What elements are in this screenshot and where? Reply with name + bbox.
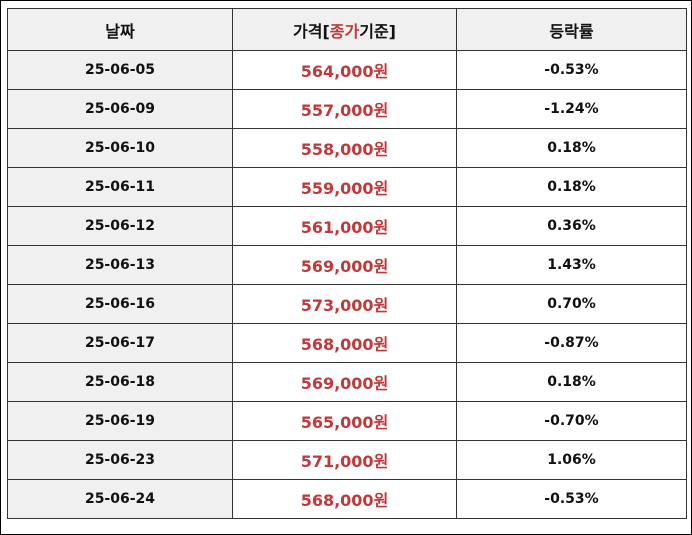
cell-date: 25-06-11 [7, 167, 233, 207]
cell-date: 25-06-05 [7, 50, 233, 90]
cell-price: 558,000원 [232, 128, 457, 168]
cell-change: -0.53% [456, 479, 687, 519]
table-row: 25-06-13 569,000원 1.43% [7, 245, 687, 285]
cell-price: 569,000원 [232, 245, 457, 285]
table-row: 25-06-19 565,000원 -0.70% [7, 401, 687, 441]
header-price-suffix: 기준] [359, 21, 396, 41]
cell-change: 0.36% [456, 206, 687, 246]
table-row: 25-06-16 573,000원 0.70% [7, 284, 687, 324]
cell-date: 25-06-13 [7, 245, 233, 285]
cell-change: -0.70% [456, 401, 687, 441]
cell-change: 0.70% [456, 284, 687, 324]
cell-price: 569,000원 [232, 362, 457, 402]
table-row: 25-06-05 564,000원 -0.53% [7, 50, 687, 90]
cell-price: 559,000원 [232, 167, 457, 207]
cell-date: 25-06-19 [7, 401, 233, 441]
cell-price: 568,000원 [232, 479, 457, 519]
cell-date: 25-06-24 [7, 479, 233, 519]
cell-price: 571,000원 [232, 440, 457, 480]
header-price-prefix: 가격[ [293, 21, 330, 41]
cell-change: 0.18% [456, 362, 687, 402]
cell-change: 0.18% [456, 167, 687, 207]
cell-price: 557,000원 [232, 89, 457, 129]
cell-date: 25-06-23 [7, 440, 233, 480]
table-row: 25-06-11 559,000원 0.18% [7, 167, 687, 207]
table-row: 25-06-10 558,000원 0.18% [7, 128, 687, 168]
table-row: 25-06-24 568,000원 -0.53% [7, 479, 687, 519]
header-price-highlight: 종가 [329, 21, 360, 41]
cell-date: 25-06-18 [7, 362, 233, 402]
cell-price: 568,000원 [232, 323, 457, 363]
cell-date: 25-06-09 [7, 89, 233, 129]
cell-price: 561,000원 [232, 206, 457, 246]
cell-price: 564,000원 [232, 50, 457, 90]
cell-change: -0.53% [456, 50, 687, 90]
cell-date: 25-06-17 [7, 323, 233, 363]
table-header-row: 날짜 가격[종가기준] 등락률 [7, 8, 687, 51]
stock-price-table: 날짜 가격[종가기준] 등락률 25-06-05 564,000원 -0.53%… [7, 8, 687, 519]
cell-price: 565,000원 [232, 401, 457, 441]
cell-date: 25-06-10 [7, 128, 233, 168]
header-change: 등락률 [456, 8, 687, 51]
cell-date: 25-06-16 [7, 284, 233, 324]
header-date: 날짜 [7, 8, 233, 51]
table-row: 25-06-09 557,000원 -1.24% [7, 89, 687, 129]
cell-date: 25-06-12 [7, 206, 233, 246]
cell-change: -0.87% [456, 323, 687, 363]
header-price: 가격[종가기준] [232, 8, 457, 51]
cell-change: 0.18% [456, 128, 687, 168]
cell-price: 573,000원 [232, 284, 457, 324]
table-row: 25-06-17 568,000원 -0.87% [7, 323, 687, 363]
table-row: 25-06-18 569,000원 0.18% [7, 362, 687, 402]
table-row: 25-06-23 571,000원 1.06% [7, 440, 687, 480]
cell-change: 1.43% [456, 245, 687, 285]
cell-change: 1.06% [456, 440, 687, 480]
table-row: 25-06-12 561,000원 0.36% [7, 206, 687, 246]
cell-change: -1.24% [456, 89, 687, 129]
